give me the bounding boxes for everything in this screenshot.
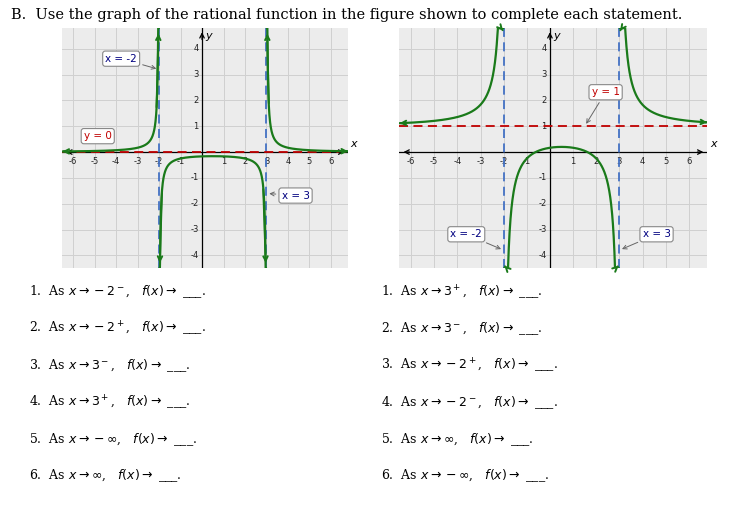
Text: B.  Use the graph of the rational function in the figure shown to complete each : B. Use the graph of the rational functio… [11, 8, 682, 21]
Text: 1.  As $x \rightarrow -2^-$,   $f(x) \rightarrow$ ___.: 1. As $x \rightarrow -2^-$, $f(x) \right… [29, 284, 206, 300]
Text: -6: -6 [407, 157, 416, 166]
Text: -1: -1 [523, 157, 531, 166]
Text: 3: 3 [194, 70, 199, 79]
Text: 2: 2 [243, 157, 248, 166]
Text: $x$: $x$ [710, 139, 718, 149]
Text: -2: -2 [499, 157, 508, 166]
Text: 2: 2 [541, 96, 547, 105]
Text: -1: -1 [538, 173, 547, 182]
Text: 1: 1 [194, 122, 199, 131]
Text: x = 3: x = 3 [270, 191, 309, 200]
Text: 6: 6 [686, 157, 691, 166]
Text: -3: -3 [191, 225, 199, 234]
Text: 4: 4 [285, 157, 290, 166]
Text: -4: -4 [538, 251, 547, 260]
Text: 5: 5 [307, 157, 312, 166]
Text: -2: -2 [538, 199, 547, 208]
Text: -2: -2 [191, 199, 199, 208]
Text: -5: -5 [90, 157, 99, 166]
Text: 6: 6 [328, 157, 334, 166]
Text: -3: -3 [476, 157, 485, 166]
Text: 4.  As $x \rightarrow 3^+$,   $f(x) \rightarrow$ ___.: 4. As $x \rightarrow 3^+$, $f(x) \righta… [29, 394, 191, 412]
Text: y = 0: y = 0 [84, 131, 111, 141]
Text: y = 1: y = 1 [586, 87, 619, 123]
Text: $x$: $x$ [350, 139, 359, 149]
Text: -1: -1 [177, 157, 185, 166]
Text: 1: 1 [541, 122, 547, 131]
Text: x = -2: x = -2 [450, 229, 500, 249]
Text: x = 3: x = 3 [623, 229, 671, 249]
Text: 2: 2 [194, 96, 199, 105]
Text: 2.  As $x \rightarrow -2^+$,   $f(x) \rightarrow$ ___.: 2. As $x \rightarrow -2^+$, $f(x) \right… [29, 320, 206, 338]
Text: 6.  As $x \rightarrow -\infty$,   $f(x) \rightarrow$ ___.: 6. As $x \rightarrow -\infty$, $f(x) \ri… [381, 468, 549, 484]
Text: 2.  As $x \rightarrow 3^-$,   $f(x) \rightarrow$ ___.: 2. As $x \rightarrow 3^-$, $f(x) \righta… [381, 320, 542, 337]
Text: -4: -4 [112, 157, 120, 166]
Text: $y$: $y$ [553, 31, 561, 43]
Text: x = -2: x = -2 [106, 54, 155, 69]
Text: -3: -3 [538, 225, 547, 234]
Text: 3: 3 [264, 157, 269, 166]
Text: 1: 1 [221, 157, 226, 166]
Text: -4: -4 [191, 251, 199, 260]
Text: 2: 2 [594, 157, 599, 166]
Text: 4: 4 [194, 44, 199, 53]
Text: -3: -3 [133, 157, 141, 166]
Text: -1: -1 [191, 173, 199, 182]
Text: 4: 4 [541, 44, 547, 53]
Text: 5: 5 [663, 157, 668, 166]
Text: 4: 4 [640, 157, 645, 166]
Text: 5.  As $x \rightarrow -\infty$,   $f(x) \rightarrow$ ___.: 5. As $x \rightarrow -\infty$, $f(x) \ri… [29, 431, 197, 448]
Text: 1.  As $x \rightarrow 3^+$,   $f(x) \rightarrow$ ___.: 1. As $x \rightarrow 3^+$, $f(x) \righta… [381, 284, 542, 301]
Text: -4: -4 [453, 157, 462, 166]
Text: 3.  As $x \rightarrow -2^+$,   $f(x) \rightarrow$ ___.: 3. As $x \rightarrow -2^+$, $f(x) \right… [381, 357, 558, 375]
Text: -2: -2 [155, 157, 163, 166]
Text: -5: -5 [430, 157, 438, 166]
Text: 4.  As $x \rightarrow -2^-$,   $f(x) \rightarrow$ ___.: 4. As $x \rightarrow -2^-$, $f(x) \right… [381, 394, 558, 411]
Text: 3: 3 [616, 157, 622, 166]
Text: 1: 1 [570, 157, 575, 166]
Text: 5.  As $x \rightarrow \infty$,   $f(x) \rightarrow$ ___.: 5. As $x \rightarrow \infty$, $f(x) \rig… [381, 431, 534, 448]
Text: -6: -6 [69, 157, 77, 166]
Text: 3.  As $x \rightarrow 3^-$,   $f(x) \rightarrow$ ___.: 3. As $x \rightarrow 3^-$, $f(x) \righta… [29, 357, 191, 374]
Text: 6.  As $x \rightarrow \infty$,   $f(x) \rightarrow$ ___.: 6. As $x \rightarrow \infty$, $f(x) \rig… [29, 468, 182, 484]
Text: $y$: $y$ [205, 31, 213, 43]
Text: 3: 3 [541, 70, 547, 79]
